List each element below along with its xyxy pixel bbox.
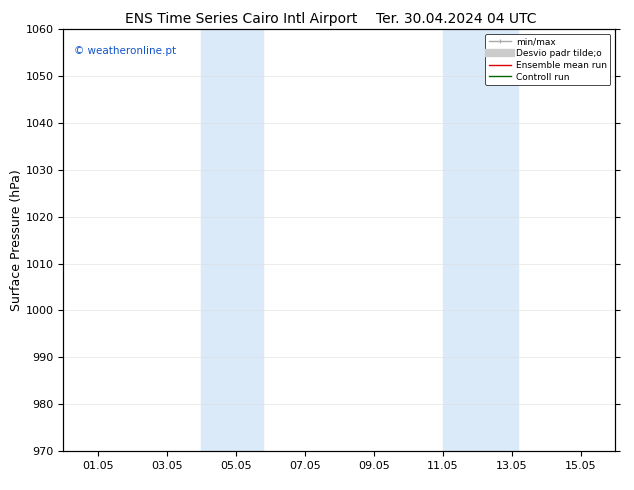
Bar xyxy=(443,29,519,451)
Text: © weatheronline.pt: © weatheronline.pt xyxy=(74,46,176,56)
Text: ENS Time Series Cairo Intl Airport: ENS Time Series Cairo Intl Airport xyxy=(125,12,357,26)
Y-axis label: Surface Pressure (hPa): Surface Pressure (hPa) xyxy=(10,169,23,311)
Legend: min/max, Desvio padr tilde;o, Ensemble mean run, Controll run: min/max, Desvio padr tilde;o, Ensemble m… xyxy=(485,34,611,85)
Text: Ter. 30.04.2024 04 UTC: Ter. 30.04.2024 04 UTC xyxy=(376,12,537,26)
Bar xyxy=(202,29,263,451)
